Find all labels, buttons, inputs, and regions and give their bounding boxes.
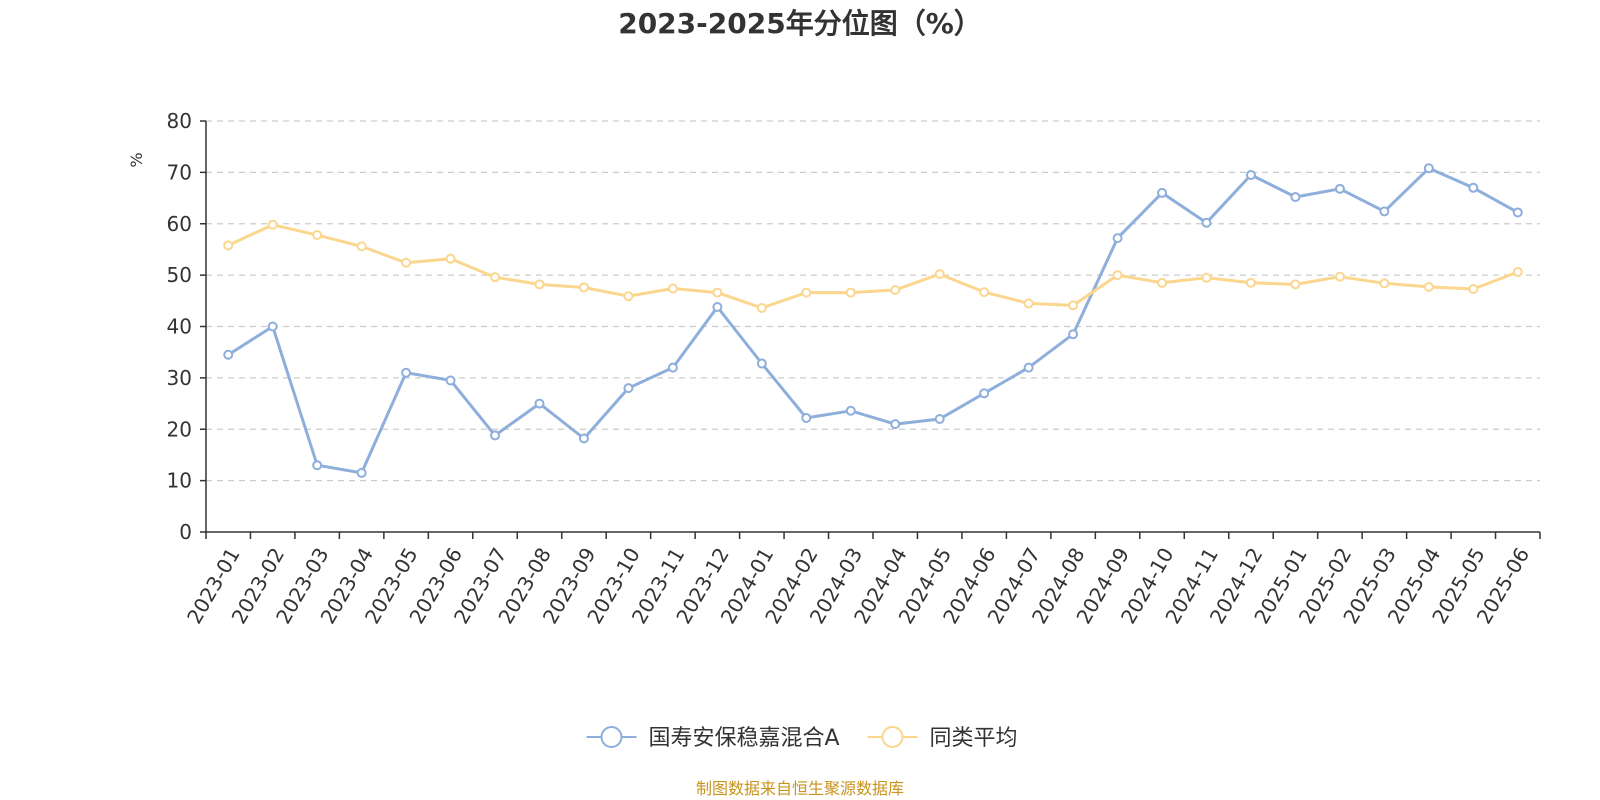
data-point bbox=[401, 257, 412, 268]
data-point bbox=[845, 287, 856, 298]
series-line bbox=[227, 166, 1519, 475]
source-note: 制图数据来自恒生聚源数据库 bbox=[695, 779, 904, 798]
data-point bbox=[1423, 163, 1434, 174]
data-point bbox=[934, 413, 945, 424]
data-point bbox=[845, 405, 856, 416]
data-point bbox=[934, 269, 945, 280]
data-point bbox=[801, 412, 812, 423]
data-point bbox=[1157, 277, 1168, 288]
grid-lines bbox=[206, 120, 1540, 482]
data-point bbox=[578, 433, 589, 444]
legend-marker bbox=[881, 726, 904, 748]
data-point bbox=[979, 388, 990, 399]
data-point bbox=[667, 283, 678, 294]
data-point bbox=[1245, 169, 1256, 180]
axes: 010203040506070802023-012023-022023-0320… bbox=[167, 109, 1541, 628]
data-point bbox=[1023, 298, 1034, 309]
data-point bbox=[1245, 277, 1256, 288]
legend-item[interactable]: 国寿安保稳嘉混合A bbox=[586, 726, 840, 751]
data-point bbox=[756, 358, 767, 369]
data-point bbox=[534, 279, 545, 290]
y-tick-label: 50 bbox=[167, 263, 192, 287]
data-point bbox=[1512, 207, 1523, 218]
data-point bbox=[534, 398, 545, 409]
data-point bbox=[1201, 272, 1212, 283]
data-point bbox=[1112, 233, 1123, 244]
data-point bbox=[401, 367, 412, 378]
data-point bbox=[1468, 182, 1479, 193]
data-point bbox=[890, 285, 901, 296]
data-point bbox=[756, 303, 767, 314]
y-tick-label: 0 bbox=[179, 520, 192, 544]
data-point bbox=[1334, 271, 1345, 282]
data-point bbox=[223, 349, 234, 360]
y-tick-label: 20 bbox=[167, 417, 192, 441]
data-point bbox=[267, 219, 278, 230]
data-point bbox=[890, 419, 901, 430]
data-point bbox=[1068, 300, 1079, 311]
data-point bbox=[490, 430, 501, 441]
data-point bbox=[1379, 278, 1390, 289]
data-point bbox=[712, 287, 723, 298]
data-point bbox=[623, 383, 634, 394]
data-point bbox=[1023, 362, 1034, 373]
data-point bbox=[445, 253, 456, 264]
data-point bbox=[712, 301, 723, 312]
data-point bbox=[578, 282, 589, 293]
series-lines bbox=[223, 163, 1523, 478]
data-point bbox=[356, 241, 367, 252]
data-point bbox=[312, 230, 323, 241]
data-point bbox=[1379, 206, 1390, 217]
data-point bbox=[1290, 279, 1301, 290]
y-tick-label: 40 bbox=[167, 315, 192, 339]
data-point bbox=[623, 291, 634, 302]
data-point bbox=[979, 287, 990, 298]
data-point bbox=[312, 460, 323, 471]
data-point bbox=[267, 321, 278, 332]
data-point bbox=[1334, 183, 1345, 194]
data-point bbox=[1068, 329, 1079, 340]
data-point bbox=[1423, 281, 1434, 292]
data-point bbox=[1468, 283, 1479, 294]
series-line bbox=[227, 223, 1519, 310]
data-point bbox=[1157, 187, 1168, 198]
data-point bbox=[1112, 270, 1123, 281]
legend-marker bbox=[600, 726, 623, 748]
data-point bbox=[1201, 217, 1212, 228]
y-tick-label: 60 bbox=[167, 212, 192, 236]
chart-title: 2023-2025年分位图（%） bbox=[618, 7, 982, 40]
legend[interactable]: 国寿安保稳嘉混合A 同类平均 bbox=[586, 726, 1018, 751]
y-tick-label: 70 bbox=[167, 160, 192, 184]
data-point bbox=[445, 375, 456, 386]
data-point bbox=[356, 467, 367, 478]
data-point bbox=[801, 287, 812, 298]
legend-item[interactable]: 同类平均 bbox=[867, 726, 1018, 751]
data-point bbox=[223, 240, 234, 251]
y-tick-label: 10 bbox=[167, 469, 192, 493]
data-point bbox=[667, 362, 678, 373]
data-point bbox=[1512, 267, 1523, 278]
y-tick-label: 80 bbox=[167, 109, 192, 133]
y-tick-label: 30 bbox=[167, 366, 192, 390]
legend-label: 国寿安保稳嘉混合A bbox=[649, 726, 840, 751]
legend-label: 同类平均 bbox=[930, 726, 1018, 751]
data-point bbox=[1290, 192, 1301, 203]
data-point bbox=[490, 272, 501, 283]
y-axis-label: % bbox=[127, 152, 146, 167]
